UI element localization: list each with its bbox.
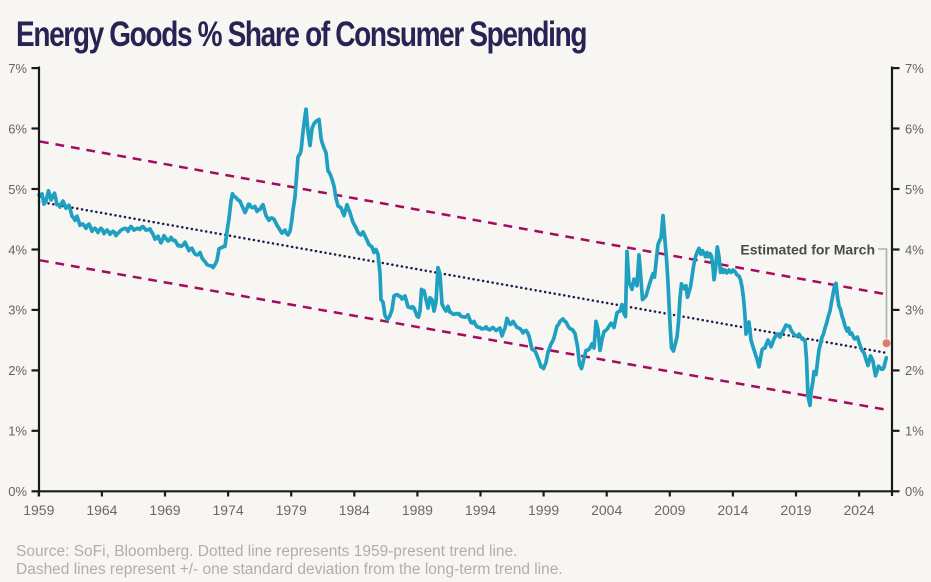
svg-text:1969: 1969 <box>149 502 180 518</box>
svg-text:1%: 1% <box>8 424 27 439</box>
svg-text:1989: 1989 <box>402 502 433 518</box>
svg-text:2004: 2004 <box>591 502 622 518</box>
svg-text:1964: 1964 <box>86 502 117 518</box>
svg-text:3%: 3% <box>905 303 924 318</box>
svg-text:Estimated for March: Estimated for March <box>740 242 875 258</box>
svg-text:7%: 7% <box>8 61 27 76</box>
svg-text:5%: 5% <box>8 182 27 197</box>
svg-text:1974: 1974 <box>213 502 244 518</box>
svg-text:5%: 5% <box>905 182 924 197</box>
svg-text:4%: 4% <box>905 242 924 257</box>
svg-text:6%: 6% <box>905 121 924 136</box>
svg-text:6%: 6% <box>8 121 27 136</box>
svg-text:1959: 1959 <box>23 502 54 518</box>
svg-text:1994: 1994 <box>465 502 496 518</box>
svg-text:0%: 0% <box>905 484 924 499</box>
svg-text:2014: 2014 <box>717 502 748 518</box>
svg-text:2009: 2009 <box>654 502 685 518</box>
svg-text:1979: 1979 <box>276 502 307 518</box>
svg-text:3%: 3% <box>8 303 27 318</box>
svg-text:2019: 2019 <box>780 502 811 518</box>
svg-text:1984: 1984 <box>339 502 370 518</box>
svg-text:2%: 2% <box>905 363 924 378</box>
svg-text:7%: 7% <box>905 61 924 76</box>
svg-text:4%: 4% <box>8 242 27 257</box>
svg-text:0%: 0% <box>8 484 27 499</box>
svg-text:1%: 1% <box>905 424 924 439</box>
svg-text:2024: 2024 <box>844 502 875 518</box>
svg-text:2%: 2% <box>8 363 27 378</box>
svg-text:1999: 1999 <box>528 502 559 518</box>
